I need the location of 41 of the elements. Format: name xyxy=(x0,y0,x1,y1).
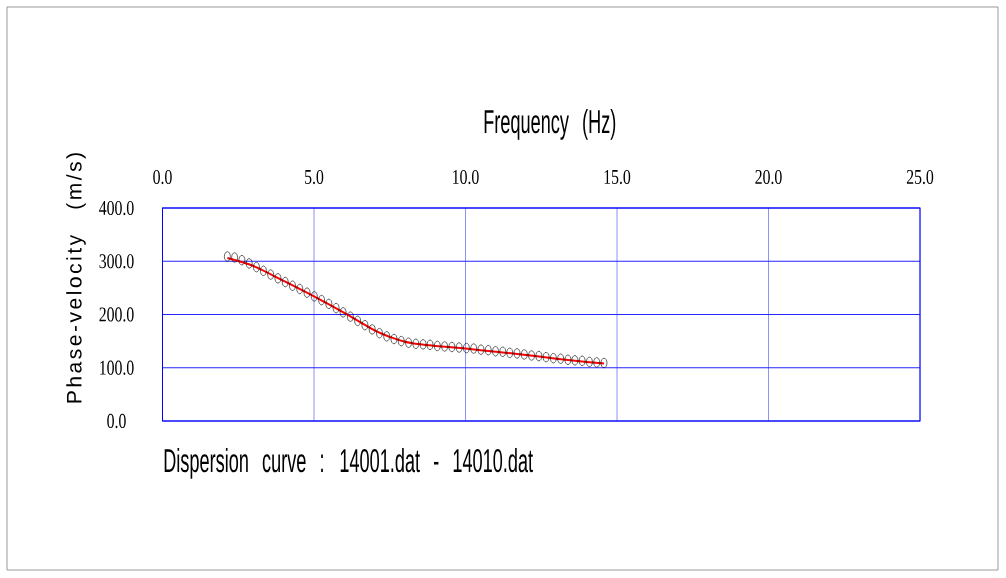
y-tick-label: 200.0 xyxy=(99,307,134,322)
x-tick-label: 5.0 xyxy=(305,169,324,185)
x-tick-label: 20.0 xyxy=(755,169,782,185)
x-tick-label: 25.0 xyxy=(906,169,934,185)
point xyxy=(455,342,463,353)
x-tick-label: 10.0 xyxy=(453,169,479,185)
point xyxy=(397,336,405,347)
point xyxy=(238,255,246,266)
point xyxy=(571,355,579,366)
point xyxy=(339,307,347,318)
point xyxy=(368,324,376,335)
point xyxy=(274,273,282,284)
point xyxy=(426,339,434,350)
point xyxy=(245,258,253,269)
point xyxy=(542,352,550,363)
y-tick-label: 400.0 xyxy=(99,200,134,216)
y-tick-label: 0.0 xyxy=(107,413,126,429)
point xyxy=(383,331,391,342)
point xyxy=(578,355,586,366)
y-tick-label: 300.0 xyxy=(99,254,134,269)
point xyxy=(564,354,572,365)
x-axis-title: Frequency (Hz) xyxy=(484,109,616,140)
line-series xyxy=(226,257,605,365)
y-axis-title: Phase-velocity (m/s) xyxy=(66,153,86,403)
point xyxy=(506,347,514,358)
text: Dispersion curve : 14001.dat - 14010.dat xyxy=(164,448,533,479)
point xyxy=(499,346,507,357)
point xyxy=(332,303,340,314)
point xyxy=(513,348,521,359)
point xyxy=(484,345,492,356)
point xyxy=(419,339,427,350)
point xyxy=(520,349,528,360)
point xyxy=(477,344,485,355)
point xyxy=(325,298,333,309)
x-tick-label: 15.0 xyxy=(604,169,631,185)
point xyxy=(361,320,369,331)
point xyxy=(303,287,311,298)
x-tick-label: 0.0 xyxy=(153,169,172,185)
point xyxy=(412,338,420,349)
y-tick-label: 100.0 xyxy=(100,360,134,375)
point xyxy=(593,357,601,368)
